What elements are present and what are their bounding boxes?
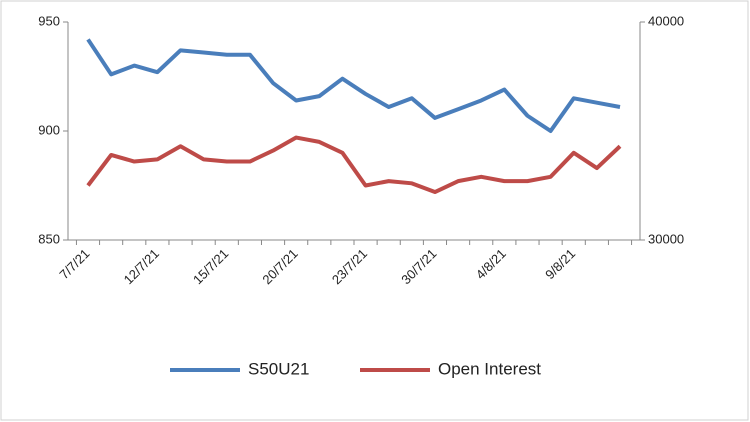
series-line [86, 38, 621, 133]
legend-label: S50U21 [248, 359, 309, 378]
y-tick-label: 900 [38, 122, 60, 137]
y2-tick-label: 40000 [648, 13, 684, 28]
series-line [86, 135, 622, 195]
y2-tick-label: 30000 [648, 231, 684, 246]
y-tick-label: 950 [38, 13, 60, 28]
y-tick-label: 850 [38, 231, 60, 246]
legend-label: Open Interest [438, 359, 541, 378]
